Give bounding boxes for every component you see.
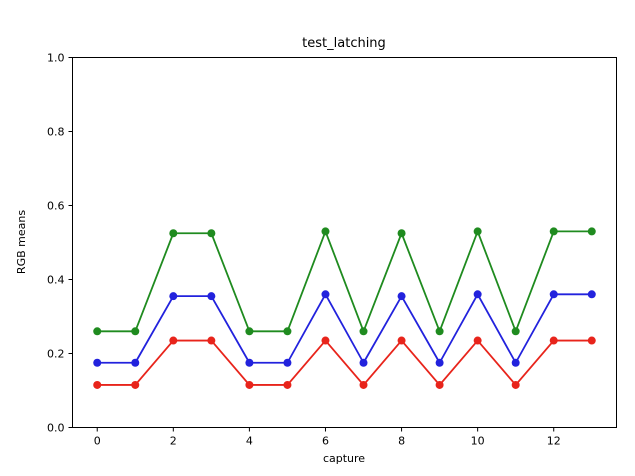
x-tick-label: 6 bbox=[322, 435, 329, 448]
series-marker-red bbox=[587, 336, 596, 345]
series-marker-blue bbox=[549, 290, 558, 299]
series-marker-blue bbox=[283, 358, 292, 367]
ticks-layer: 0 2 4 6 8 10 12 0.0 0.2 0.4 0.6 0.8 1.0 bbox=[47, 52, 561, 448]
chart-title: test_latching bbox=[302, 36, 386, 51]
series-marker-green bbox=[359, 327, 368, 336]
series-marker-blue bbox=[321, 290, 330, 299]
series-marker-blue bbox=[587, 290, 596, 299]
series-marker-red bbox=[549, 336, 558, 345]
series-marker-red bbox=[93, 380, 102, 389]
series-marker-red bbox=[511, 380, 520, 389]
series-layer bbox=[93, 227, 596, 389]
y-tick-label: 0.4 bbox=[47, 274, 65, 287]
series-marker-red bbox=[473, 336, 482, 345]
series-marker-blue bbox=[435, 358, 444, 367]
x-axis-label: capture bbox=[323, 452, 365, 465]
series-marker-blue bbox=[93, 358, 102, 367]
series-marker-green bbox=[169, 229, 178, 238]
y-tick-label: 0.0 bbox=[47, 422, 65, 435]
series-marker-blue bbox=[245, 358, 254, 367]
series-marker-blue bbox=[511, 358, 520, 367]
series-marker-green bbox=[473, 227, 482, 236]
series-marker-red bbox=[435, 380, 444, 389]
x-tick-label: 10 bbox=[471, 435, 485, 448]
y-tick-label: 0.2 bbox=[47, 348, 65, 361]
series-marker-blue bbox=[359, 358, 368, 367]
series-marker-red bbox=[283, 380, 292, 389]
series-line-green bbox=[96, 230, 593, 333]
series-marker-red bbox=[245, 380, 254, 389]
series-marker-blue bbox=[397, 292, 406, 301]
x-tick-label: 4 bbox=[246, 435, 253, 448]
series-marker-green bbox=[93, 327, 102, 336]
series-marker-red bbox=[131, 380, 140, 389]
series-marker-red bbox=[207, 336, 216, 345]
series-marker-red bbox=[169, 336, 178, 345]
series-marker-green bbox=[435, 327, 444, 336]
x-tick-label: 2 bbox=[170, 435, 177, 448]
y-axis-label: RGB means bbox=[15, 210, 28, 274]
axes-box bbox=[72, 57, 617, 428]
series-marker-green bbox=[131, 327, 140, 336]
y-tick-label: 0.8 bbox=[47, 126, 65, 139]
y-tick-label: 0.6 bbox=[47, 200, 65, 213]
x-tick-label: 8 bbox=[398, 435, 405, 448]
series-marker-green bbox=[207, 229, 216, 238]
series-marker-blue bbox=[207, 292, 216, 301]
y-tick-label: 1.0 bbox=[47, 52, 65, 65]
series-marker-red bbox=[359, 380, 368, 389]
series-marker-green bbox=[587, 227, 596, 236]
series-marker-green bbox=[397, 229, 406, 238]
series-marker-green bbox=[549, 227, 558, 236]
x-tick-label: 0 bbox=[94, 435, 101, 448]
series-marker-blue bbox=[131, 358, 140, 367]
series-marker-blue bbox=[473, 290, 482, 299]
x-tick-label: 12 bbox=[547, 435, 561, 448]
series-marker-green bbox=[245, 327, 254, 336]
series-marker-red bbox=[397, 336, 406, 345]
series-marker-green bbox=[511, 327, 520, 336]
series-line-red bbox=[96, 339, 593, 386]
series-marker-green bbox=[321, 227, 330, 236]
series-marker-red bbox=[321, 336, 330, 345]
series-line-blue bbox=[96, 293, 593, 364]
series-marker-blue bbox=[169, 292, 178, 301]
series-marker-green bbox=[283, 327, 292, 336]
